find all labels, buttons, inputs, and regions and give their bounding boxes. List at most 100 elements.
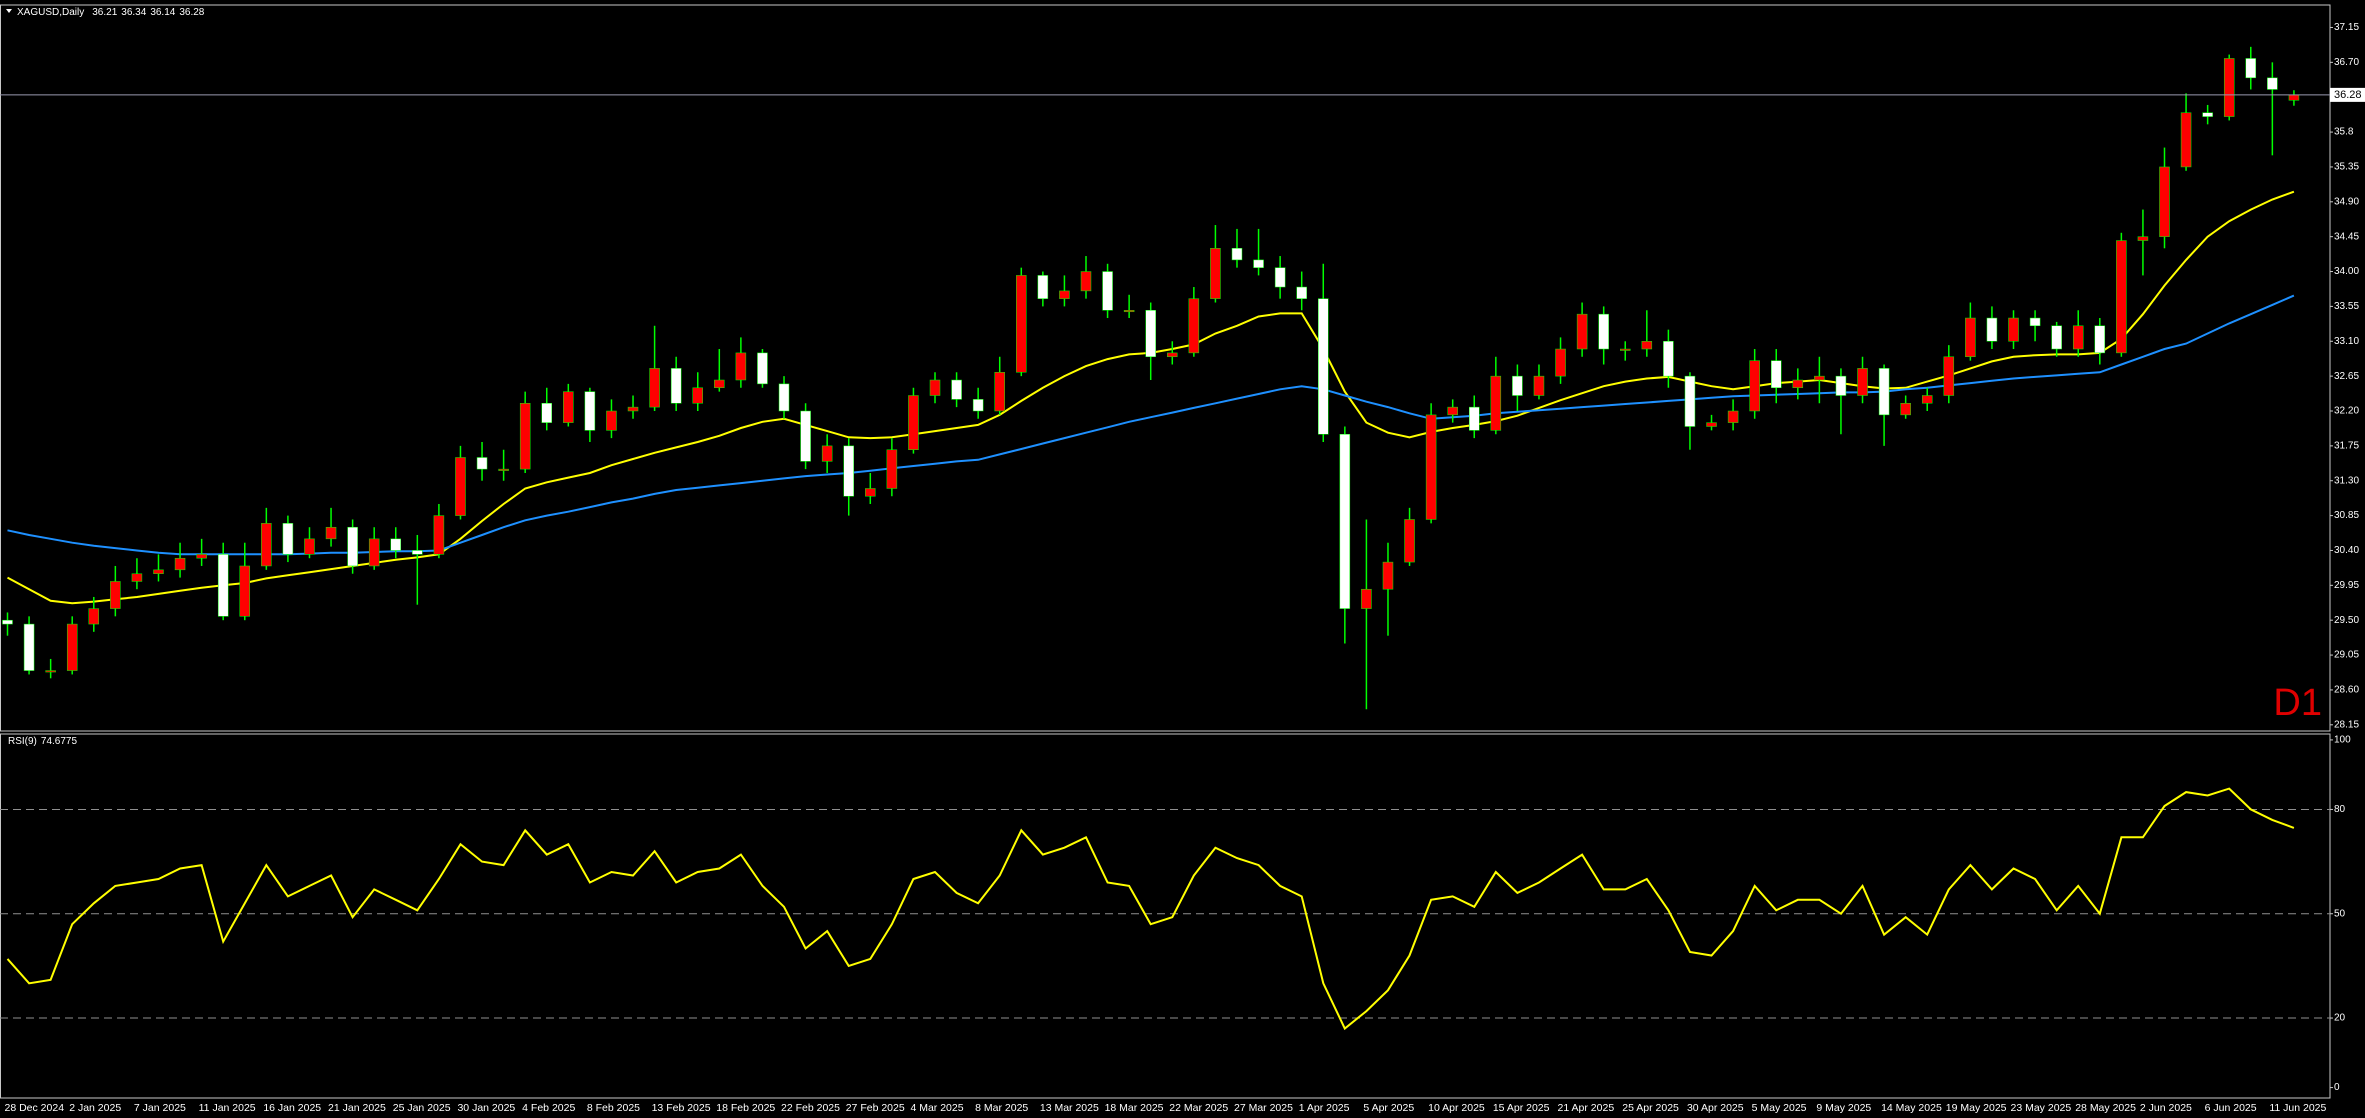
x-tick-label: 11 Jan 2025 [199,1102,256,1114]
y-tick-label: 100 [2334,735,2351,746]
x-tick-label: 23 May 2025 [2011,1102,2072,1114]
candle-body [1814,375,1825,381]
x-tick-label: 6 Jun 2025 [2205,1102,2257,1114]
candle-body [1210,248,1221,299]
candle-body [390,538,402,551]
candle-body [2180,112,2192,168]
y-tick-label: 20 [2334,1013,2346,1024]
x-tick-label: 16 Jan 2025 [263,1102,321,1114]
y-tick-label: 37.15 [2334,22,2359,33]
candle-body [584,391,596,431]
menu-triangle [6,9,12,13]
candle-body [2288,94,2300,101]
candle-body [972,399,984,412]
candle-body [45,670,56,673]
candle-body [929,379,941,396]
candle-body [1943,356,1955,396]
candle-body [1878,368,1890,416]
candle-body [153,569,164,574]
candle-body [886,449,898,489]
x-tick-label: 1 Apr 2025 [1299,1102,1350,1114]
panel-frame [0,733,2331,1099]
y-tick-label: 29.95 [2334,580,2359,591]
candle-body [1123,310,1135,313]
candle-body [1706,422,1717,427]
candle-body [476,457,488,470]
candle-body [1512,375,1523,396]
candle-body [1016,275,1027,373]
y-tick-label: 31.30 [2334,475,2359,486]
y-tick-label: 29.05 [2334,650,2359,661]
candle-body [1900,403,1911,416]
candle-body [282,523,294,555]
candle-body [1447,406,1458,416]
candle-body [865,488,876,497]
candle-body [800,410,811,462]
candle-body [1167,352,1178,358]
candle-body [1490,375,1502,431]
candle-body [563,391,574,423]
indicator-name: RSI(9) [8,736,37,747]
candle-body [455,457,466,516]
x-tick-label: 18 Mar 2025 [1105,1102,1164,1114]
candle-body [778,383,790,412]
y-tick-label: 35.35 [2334,162,2359,173]
x-tick-label: 30 Apr 2025 [1687,1102,1744,1114]
candle-body [2159,166,2170,237]
candle-body [1770,360,1782,389]
x-tick-label: 8 Feb 2025 [587,1102,640,1114]
candle-body [519,403,531,470]
candle-body [2051,325,2062,350]
candle-body [1533,375,1545,396]
candle-body [2223,58,2235,117]
candle-body [1037,275,1049,299]
candle-body [1857,368,1868,396]
candle-body [1598,313,1609,350]
candle-body [1231,248,1243,261]
x-tick-label: 25 Jan 2025 [393,1102,451,1114]
x-tick-label: 22 Feb 2025 [781,1102,840,1114]
candle-body [1188,298,1200,354]
candle-body [2267,77,2278,90]
y-tick-label: 30.85 [2334,510,2359,521]
y-tick-label: 0 [2334,1082,2340,1093]
candle-body [1749,360,1760,412]
y-tick-label: 31.75 [2334,441,2359,452]
y-tick-label: 34.90 [2334,196,2359,207]
candle-body [994,372,1005,412]
x-tick-label: 21 Jan 2025 [328,1102,386,1114]
candle-body [606,410,617,431]
candle-body [2,619,13,625]
x-tick-label: 27 Feb 2025 [846,1102,905,1114]
y-tick-label: 35.8 [2334,127,2354,138]
candle-body [692,387,703,404]
candle-body [23,623,35,671]
x-tick-label: 15 Apr 2025 [1493,1102,1550,1114]
y-tick-label: 33.10 [2334,336,2359,347]
candle-body [1555,348,1566,377]
timeframe-label: D1 [2273,682,2322,724]
header-close: 36.28 [179,7,204,18]
candle-body [1576,313,1588,350]
x-tick-label: 13 Mar 2025 [1040,1102,1099,1114]
x-tick-label: 2 Jan 2025 [69,1102,121,1114]
candle-body [1145,310,1156,358]
x-tick-label: 28 May 2025 [2075,1102,2136,1114]
x-tick-label: 27 Mar 2025 [1234,1102,1293,1114]
candle-body [131,573,143,582]
y-tick-label: 34.00 [2334,266,2359,277]
panel-frame [0,4,2331,732]
x-tick-label: 9 May 2025 [1816,1102,1871,1114]
x-tick-label: 22 Mar 2025 [1169,1102,1228,1114]
candle-body [1253,259,1264,268]
header-high: 36.34 [121,7,146,18]
x-tick-label: 2 Jun 2025 [2140,1102,2192,1114]
candle-body [2094,325,2106,354]
candle-body [649,368,660,408]
candle-body [1425,414,1437,520]
candle-body [2072,325,2084,350]
y-tick-label: 28.15 [2334,719,2359,730]
candle-body [670,368,682,404]
